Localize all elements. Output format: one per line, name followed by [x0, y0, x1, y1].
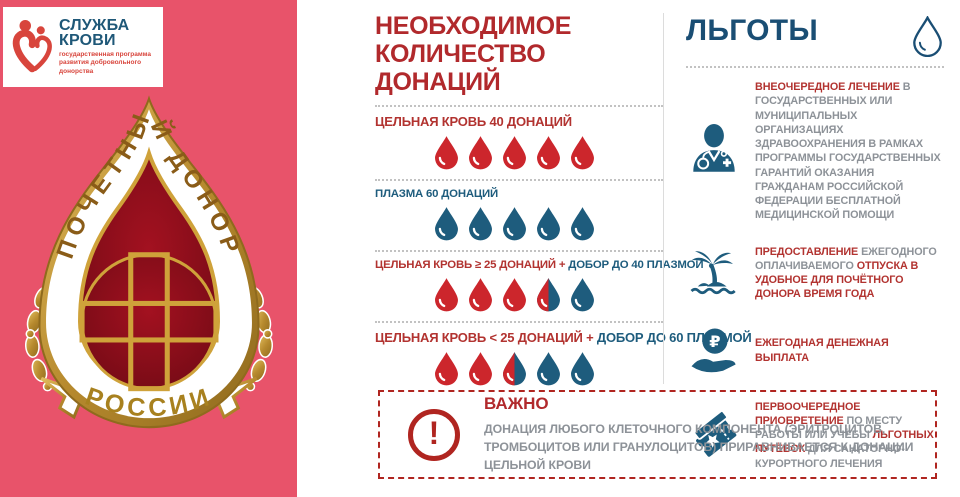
text-segment: ВНЕОЧЕРЕДНОЕ ЛЕЧЕНИЕ — [755, 81, 903, 93]
important-text: ДОНАЦИЯ ЛЮБОГО КЛЕТОЧНОГО КОМПОНЕНТА (ЭР… — [484, 422, 914, 472]
logo-text: СЛУЖБА КРОВИ государственная программа р… — [59, 16, 157, 77]
benefit-item: ПРЕДОСТАВЛЕНИЕ ЕЖЕГОДНОГО ОПЛАЧИВАЕМОГО … — [686, 245, 944, 302]
text-segment: ЦЕЛЬНАЯ КРОВЬ 40 ДОНАЦИЙ — [375, 114, 572, 129]
benefit-text: ЕЖЕГОДНАЯ ДЕНЕЖНАЯ ВЫПЛАТА — [755, 336, 944, 365]
drop-red — [537, 136, 560, 170]
text-segment: В ГОСУДАРСТВЕННЫХ ИЛИ МУНИЦИПАЛЬНЫХ ОРГА… — [755, 81, 941, 222]
divider — [375, 179, 663, 181]
benefits-title: ЛЬГОТЫ — [686, 14, 819, 47]
exclamation-icon: ! — [408, 408, 460, 461]
donation-label: ЦЕЛЬНАЯ КРОВЬ ≥ 25 ДОНАЦИЙ + ДОБОР ДО 40… — [375, 259, 704, 271]
divider — [686, 66, 944, 68]
donation-label: ЦЕЛЬНАЯ КРОВЬ 40 ДОНАЦИЙ — [375, 114, 663, 129]
drop-half — [537, 278, 560, 312]
text-segment: ЦЕЛЬНАЯ КРОВЬ < 25 ДОНАЦИЙ + — [375, 330, 597, 345]
content-area: НЕОБХОДИМОЕ КОЛИЧЕСТВО ДОНАЦИЙ ЦЕЛЬНАЯ К… — [297, 0, 960, 497]
vacation-icon — [690, 251, 736, 295]
benefit-item: ВНЕОЧЕРЕДНОЕ ЛЕЧЕНИЕ В ГОСУДАРСТВЕННЫХ И… — [686, 80, 944, 223]
text-segment: ПЕРВООЧЕРЕДНОЕ ПРИОБРЕТЕНИЕ — [755, 400, 861, 427]
divider — [375, 321, 663, 323]
drops-row — [375, 206, 663, 241]
drop-red — [571, 136, 594, 170]
text-segment: ЦЕЛЬНАЯ КРОВЬ ≥ 25 ДОНАЦИЙ + — [375, 259, 569, 271]
drop-blue — [571, 352, 594, 386]
drop-red — [503, 136, 526, 170]
text-segment: ОТПУСКА В УДОБНОЕ ДЛЯ ПОЧЁТНОГО ДОНОРА В… — [755, 259, 919, 301]
text-segment: ЕЖЕГОДНОГО ОПЛАЧИВАЕМОГО — [755, 245, 937, 272]
drop-red — [469, 278, 492, 312]
svg-text:₽: ₽ — [709, 331, 720, 350]
text-segment: ЕЖЕГОДНАЯ ДЕНЕЖНАЯ ВЫПЛАТА — [755, 337, 889, 364]
drop-red — [469, 352, 492, 386]
logo-title-line1: СЛУЖБА — [59, 16, 130, 34]
drop-blue — [571, 207, 594, 241]
benefit-text: ПЕРВООЧЕРЕДНОЕ ПРИОБРЕТЕНИЕ ПО МЕСТУ РАБ… — [755, 400, 944, 471]
drop-outline-icon — [913, 16, 942, 57]
drop-blue — [469, 207, 492, 241]
benefit-text: ВНЕОЧЕРЕДНОЕ ЛЕЧЕНИЕ В ГОСУДАРСТВЕННЫХ И… — [755, 80, 944, 223]
divider — [375, 250, 663, 252]
vertical-divider — [663, 13, 664, 384]
text-segment: ПО МЕСТУ РАБОТЫ ИЛИ УЧЁБЫ — [755, 414, 902, 441]
important-title: ВАЖНО — [484, 394, 549, 414]
drops-row — [375, 277, 663, 312]
benefit-item: ₽ ЕЖЕГОДНАЯ ДЕНЕЖНАЯ ВЫПЛАТА — [686, 324, 944, 378]
benefit-item: ПЕРВООЧЕРЕДНОЕ ПРИОБРЕТЕНИЕ ПО МЕСТУ РАБ… — [686, 400, 944, 471]
donation-row: ЦЕЛЬНАЯ КРОВЬ ≥ 25 ДОНАЦИЙ + ДОБОР ДО 40… — [375, 259, 704, 312]
text-segment: ДЛЯ САНАТОРНО-КУРОРТНОГО ЛЕЧЕНИЯ — [755, 443, 905, 470]
donation-label: ПЛАЗМА 60 ДОНАЦИЙ — [375, 188, 663, 200]
drops-row — [375, 135, 663, 170]
tickets-icon — [693, 410, 737, 457]
donation-row: ЦЕЛЬНАЯ КРОВЬ 40 ДОНАЦИЙ — [375, 114, 663, 170]
gold-cross-emblem — [79, 252, 219, 392]
drop-blue — [537, 207, 560, 241]
blood-service-logo-card: СЛУЖБА КРОВИ государственная программа р… — [3, 7, 163, 87]
drop-blue — [537, 352, 560, 386]
badge-medallion — [80, 253, 218, 391]
donations-section: НЕОБХОДИМОЕ КОЛИЧЕСТВО ДОНАЦИЙ ЦЕЛЬНАЯ К… — [375, 12, 752, 391]
drop-blue — [503, 207, 526, 241]
drop-red — [503, 278, 526, 312]
important-box: ! ВАЖНО ДОНАЦИЯ ЛЮБОГО КЛЕТОЧНОГО КОМПОН… — [378, 390, 937, 479]
payment-icon: ₽ — [691, 328, 736, 372]
text-segment: ПЛАЗМА 60 ДОНАЦИЙ — [375, 188, 498, 200]
drop-red — [469, 136, 492, 170]
left-panel: СЛУЖБА КРОВИ государственная программа р… — [0, 0, 297, 497]
heart-people-icon — [12, 19, 52, 73]
logo-title-line2: КРОВИ — [59, 31, 116, 49]
drop-red — [435, 352, 458, 386]
donation-row: ЦЕЛЬНАЯ КРОВЬ < 25 ДОНАЦИЙ + ДОБОР ДО 60… — [375, 330, 752, 386]
text-segment: ДОБОР ДО 40 ПЛАЗМОЙ — [568, 259, 704, 271]
drop-blue — [571, 278, 594, 312]
logo-subtitle: государственная программа развития добро… — [59, 51, 151, 75]
drops-row — [375, 351, 663, 386]
donation-label: ЦЕЛЬНАЯ КРОВЬ < 25 ДОНАЦИЙ + ДОБОР ДО 60… — [375, 330, 752, 345]
benefits-section: ЛЬГОТЫ ВНЕОЧЕРЕДНОЕ ЛЕЧЕНИЕ В ГОСУДАР — [686, 12, 944, 471]
honorary-donor-badge: ПОЧЕТНЫЙ ДОНОР РОССИИ — [24, 97, 274, 429]
drop-blue — [435, 207, 458, 241]
text-segment: ЛЬГОТНЫХ ПУТЁВОК — [755, 429, 934, 456]
donation-row: ПЛАЗМА 60 ДОНАЦИЙ — [375, 188, 663, 241]
drop-half — [503, 352, 526, 386]
doctor-icon — [693, 124, 735, 172]
text-segment: ПРЕДОСТАВЛЕНИЕ — [755, 245, 862, 258]
divider — [375, 105, 663, 107]
donations-title: НЕОБХОДИМОЕ КОЛИЧЕСТВО ДОНАЦИЙ — [375, 12, 572, 96]
drop-red — [435, 278, 458, 312]
benefit-text: ПРЕДОСТАВЛЕНИЕ ЕЖЕГОДНОГО ОПЛАЧИВАЕМОГО … — [755, 245, 944, 302]
drop-red — [435, 136, 458, 170]
